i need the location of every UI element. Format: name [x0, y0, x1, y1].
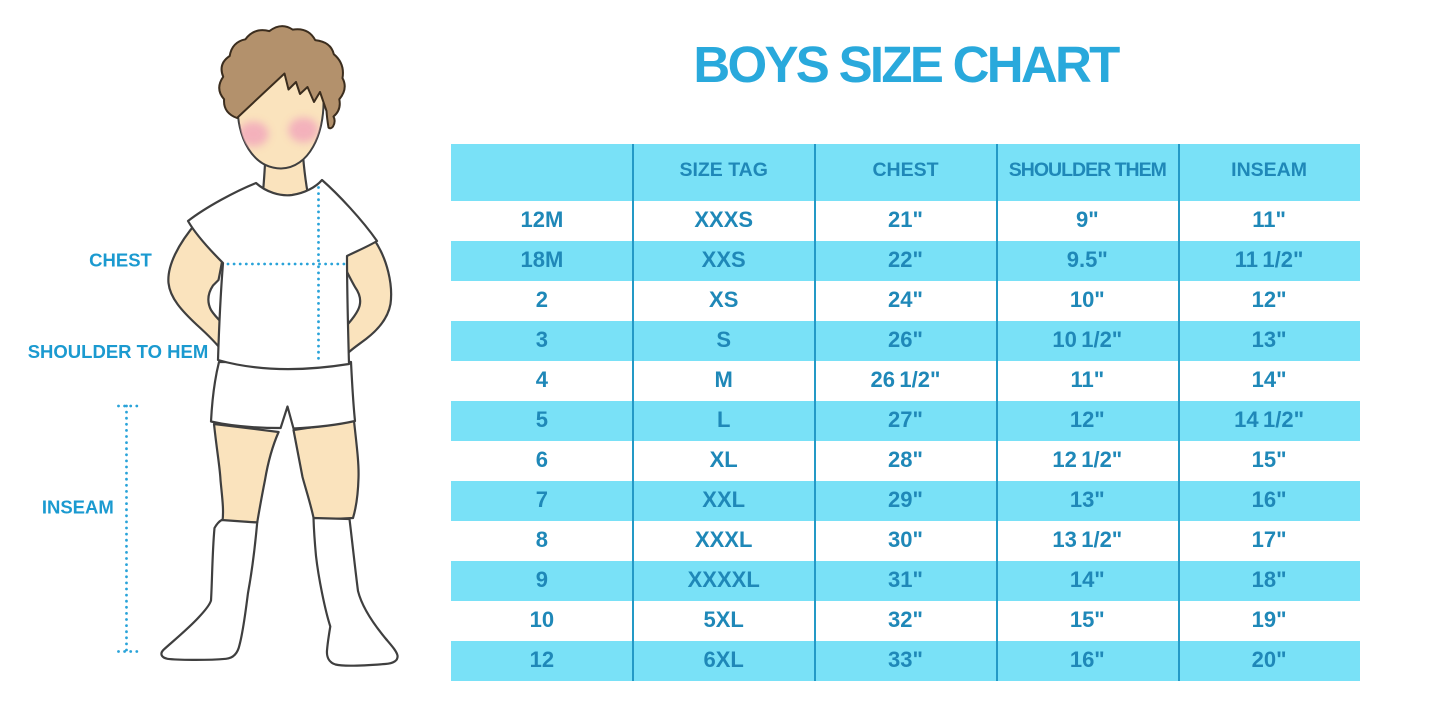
svg-text:INSEAM: INSEAM: [42, 497, 114, 518]
svg-text:SHOULDER TO HEM: SHOULDER TO HEM: [28, 341, 209, 362]
svg-text:CHEST: CHEST: [89, 250, 152, 271]
